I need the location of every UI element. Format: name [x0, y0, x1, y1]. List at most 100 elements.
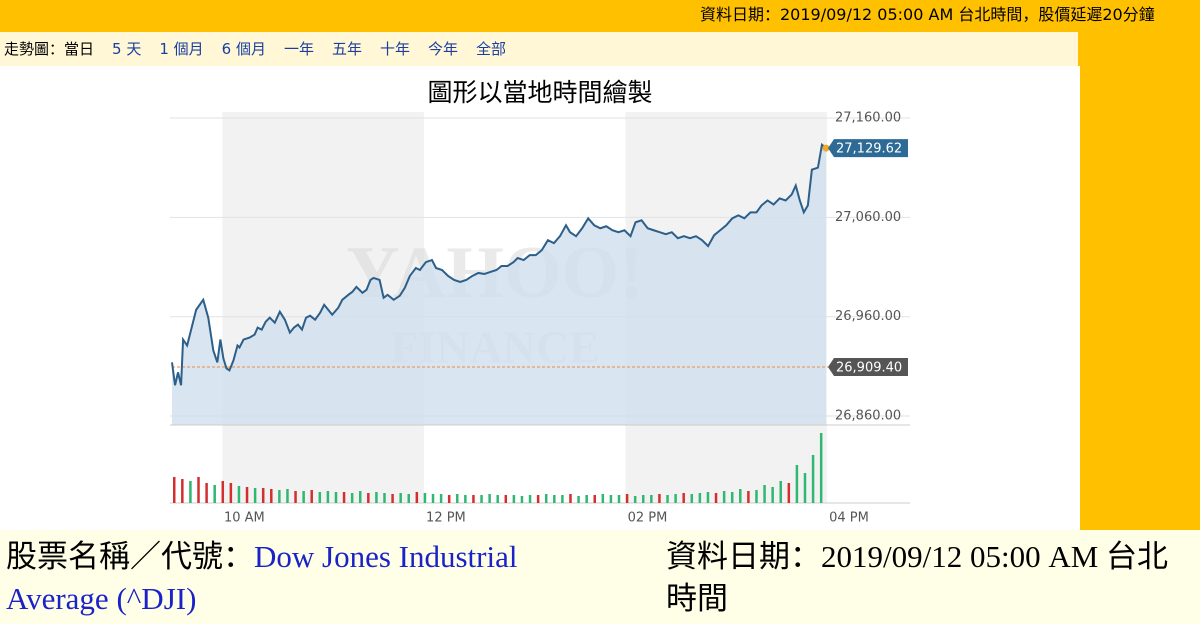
volume-bar	[464, 495, 467, 503]
volume-bar	[504, 495, 508, 503]
volume-bar	[334, 492, 338, 503]
footer: 股票名稱／代號：Dow Jones Industrial Average (^D…	[0, 530, 1200, 624]
volume-bar	[294, 491, 297, 503]
volume-bar	[617, 495, 621, 503]
volume-bar	[658, 494, 661, 503]
volume-bar	[213, 485, 216, 503]
volume-bar	[819, 433, 823, 503]
volume-bar	[739, 489, 742, 503]
volume-bar	[447, 495, 451, 503]
price-area	[172, 144, 826, 426]
volume-bar	[544, 494, 548, 503]
volume-bar	[181, 479, 184, 503]
volume-bar	[286, 489, 289, 503]
price-line	[171, 142, 827, 386]
reference-box	[828, 357, 908, 376]
volume-bar	[609, 495, 613, 503]
volume-bar	[173, 477, 176, 503]
volume-bar	[245, 487, 249, 503]
volume-bar	[690, 494, 694, 503]
current-box	[828, 139, 908, 158]
volume-bar	[310, 490, 313, 503]
stock-name: 股票名稱／代號：Dow Jones Industrial Average (^D…	[6, 536, 606, 620]
range-link[interactable]: 5 天	[112, 40, 142, 58]
volume-bar	[682, 493, 685, 503]
volume-bar	[722, 491, 726, 503]
volume-bar	[197, 477, 200, 503]
volume-bar	[496, 495, 499, 503]
volume-bar	[391, 494, 394, 503]
volume-bar	[714, 493, 718, 503]
volume-bar	[569, 494, 572, 503]
volume-bar	[706, 492, 710, 503]
volume-bar	[237, 486, 241, 503]
volume-bar	[375, 492, 378, 503]
volume-bar	[601, 494, 605, 503]
x-tick-label: 04 PM	[829, 511, 869, 526]
volume-bar	[520, 496, 524, 503]
range-link[interactable]: 五年	[331, 40, 362, 58]
stock-link[interactable]: Dow Jones Industrial Average (^DJI)	[6, 539, 518, 616]
volume-bar	[367, 493, 370, 503]
volume-bar	[439, 494, 443, 503]
volume-bar	[302, 491, 305, 503]
volume-bar	[229, 483, 233, 503]
volume-bar	[593, 495, 596, 503]
volume-bar	[488, 494, 491, 503]
volume-bar	[536, 495, 540, 503]
volume-bar	[577, 496, 580, 503]
volume-bar	[585, 495, 588, 503]
y-tick-label: 26,860.00	[835, 409, 901, 424]
reference-label: 26,909.40	[836, 360, 902, 375]
current-label: 27,129.62	[836, 142, 902, 157]
volume-bar	[642, 495, 645, 503]
x-tick-label: 10 AM	[224, 511, 265, 526]
volume-bar	[633, 496, 637, 503]
volume-bar	[383, 493, 386, 503]
volume-bar	[763, 485, 766, 503]
volume-bar	[431, 494, 435, 503]
y-tick-label: 27,160.00	[835, 110, 901, 125]
data-date: 資料日期：2019/09/12 05:00 AM 台北時間	[666, 539, 1169, 616]
header-bar: 資料日期：2019/09/12 05:00 AM 台北時間，股價延遲20分鐘	[0, 0, 1200, 30]
range-link[interactable]: 6 個月	[221, 40, 266, 58]
volume-bar	[205, 483, 208, 503]
volume-bar	[698, 493, 702, 503]
range-link[interactable]: 當日	[64, 40, 95, 58]
volume-bar	[803, 473, 807, 503]
range-link[interactable]: 十年	[380, 40, 411, 58]
volume-bar	[415, 492, 419, 503]
range-link[interactable]: 全部	[476, 40, 507, 58]
volume-bar	[553, 495, 556, 503]
range-link[interactable]: 今年	[428, 40, 459, 58]
volume-bar	[650, 495, 653, 503]
header-text: 資料日期：2019/09/12 05:00 AM 台北時間，股價延遲20分鐘	[700, 5, 1155, 24]
volume-bar	[358, 491, 362, 503]
volume-bar	[787, 483, 791, 503]
volume-bar	[253, 488, 257, 503]
volume-bar	[512, 495, 516, 503]
name-label: 股票名稱／代號：	[6, 539, 254, 574]
range-link[interactable]: 一年	[283, 40, 314, 58]
nav-label: 走勢圖：	[4, 40, 65, 58]
volume-bar	[779, 481, 782, 503]
y-tick-label: 27,060.00	[835, 210, 901, 225]
last-point	[822, 144, 830, 152]
volume-bar	[811, 455, 815, 503]
volume-bar	[342, 492, 346, 503]
range-nav: 走勢圖：當日 5 天 1 個月 6 個月 一年 五年 十年 今年 全部	[0, 32, 1078, 66]
volume-bar	[480, 495, 483, 503]
volume-bar	[456, 494, 459, 503]
volume-bar	[561, 495, 564, 503]
volume-bar	[528, 495, 532, 503]
volume-bar	[318, 492, 322, 503]
chart-title: 圖形以當地時間繪製	[427, 78, 652, 107]
x-tick-label: 02 PM	[628, 511, 668, 526]
volume-bar	[221, 481, 225, 503]
volume-bar	[472, 495, 475, 503]
volume-bar	[270, 489, 273, 503]
volume-bar	[771, 487, 774, 503]
x-tick-label: 12 PM	[426, 511, 466, 526]
range-link[interactable]: 1 個月	[159, 40, 204, 58]
volume-bar	[755, 490, 758, 503]
